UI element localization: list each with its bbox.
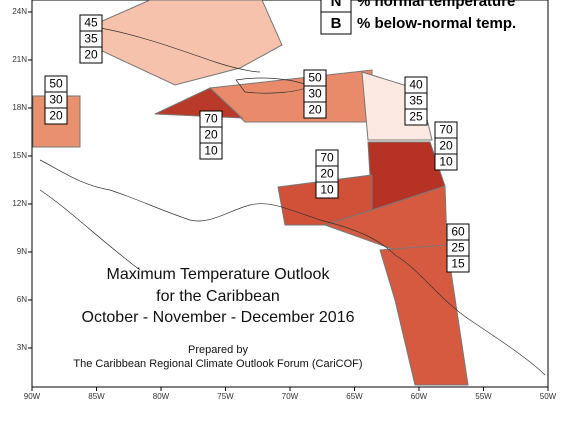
prob-value: 70	[320, 151, 334, 165]
prob-value: 45	[84, 16, 98, 30]
prob-box	[199, 142, 223, 160]
lon-tick-label: 90W	[24, 392, 41, 401]
prob-box	[446, 255, 470, 273]
lat-tick-label: 18N	[12, 103, 27, 112]
lon-tick-label: 55W	[475, 392, 492, 401]
prob-value: 20	[320, 167, 334, 181]
legend-key-box	[320, 11, 352, 35]
prob-box	[303, 101, 327, 119]
axis-ticks: 90W 85W 80W 75W 70W 65W 60W 55W 50W 24N 21N 18N 15N 1…	[12, 7, 556, 401]
prob-value: 50	[49, 77, 63, 91]
prob-value: 50	[308, 71, 322, 85]
region-trinidad	[323, 185, 448, 251]
lat-tick-label: 15N	[12, 151, 27, 160]
probability-boxes: 45 35 20 50 30 20 70 20 10 50 30 20 40 35 25 70 20 10 70 20…	[44, 14, 470, 273]
prob-value: 10	[320, 183, 334, 197]
prob-box	[44, 107, 68, 125]
lon-tick-label: 70W	[282, 392, 299, 401]
legend: N % normal temperature B % below-normal tem…	[320, 0, 516, 35]
prob-box	[315, 181, 339, 199]
lat-tick-label: 21N	[12, 55, 27, 64]
prob-value: 40	[409, 78, 423, 92]
forum: The Caribbean Regional Climate Outlook F…	[73, 358, 362, 370]
regions	[32, 0, 469, 386]
legend-key: B	[331, 15, 342, 32]
prob-value: 70	[439, 123, 453, 137]
title-line: Maximum Temperature Outlook	[107, 266, 331, 283]
lon-tick-label: 50W	[540, 392, 557, 401]
prob-value: 20	[84, 48, 98, 62]
prob-value: 20	[49, 109, 63, 123]
title-line: for the Caribbean	[156, 288, 280, 305]
lat-tick-label: 3N	[17, 343, 27, 352]
legend-key: N	[331, 0, 342, 10]
prob-box	[404, 108, 428, 126]
prob-value: 20	[439, 139, 453, 153]
prob-value: 30	[49, 93, 63, 107]
coast-mainland	[39, 159, 546, 376]
prob-value: 70	[204, 112, 218, 126]
prob-value: 25	[451, 241, 465, 255]
legend-label: % below-normal temp.	[357, 15, 516, 32]
prob-value: 15	[451, 257, 465, 271]
lat-tick-label: 9N	[17, 247, 27, 256]
lat-tick-label: 12N	[12, 199, 27, 208]
title-line: October - November - December 2016	[82, 309, 355, 326]
prepared-by: Prepared by	[188, 344, 248, 356]
prob-value: 10	[204, 144, 218, 158]
lon-tick-label: 65W	[346, 392, 363, 401]
lon-tick-label: 85W	[88, 392, 105, 401]
prob-box	[79, 46, 103, 64]
lat-tick-label: 24N	[12, 7, 27, 16]
prob-value: 20	[308, 103, 322, 117]
coast-cuba	[99, 27, 261, 73]
coast-pacific	[39, 189, 141, 271]
lon-tick-label: 75W	[217, 392, 234, 401]
prob-value: 60	[451, 225, 465, 239]
prob-box	[434, 153, 458, 171]
prob-value: 25	[409, 110, 423, 124]
prob-value: 35	[84, 32, 98, 46]
region-bahamas-cuba	[81, 0, 283, 86]
legend-label: % normal temperature	[357, 0, 515, 10]
prob-value: 30	[308, 87, 322, 101]
prob-value: 10	[439, 155, 453, 169]
prob-value: 20	[204, 128, 218, 142]
lat-tick-label: 6N	[17, 295, 27, 304]
prob-value: 35	[409, 94, 423, 108]
lon-tick-label: 80W	[153, 392, 170, 401]
lon-tick-label: 60W	[411, 392, 428, 401]
region-guianas	[379, 244, 469, 386]
